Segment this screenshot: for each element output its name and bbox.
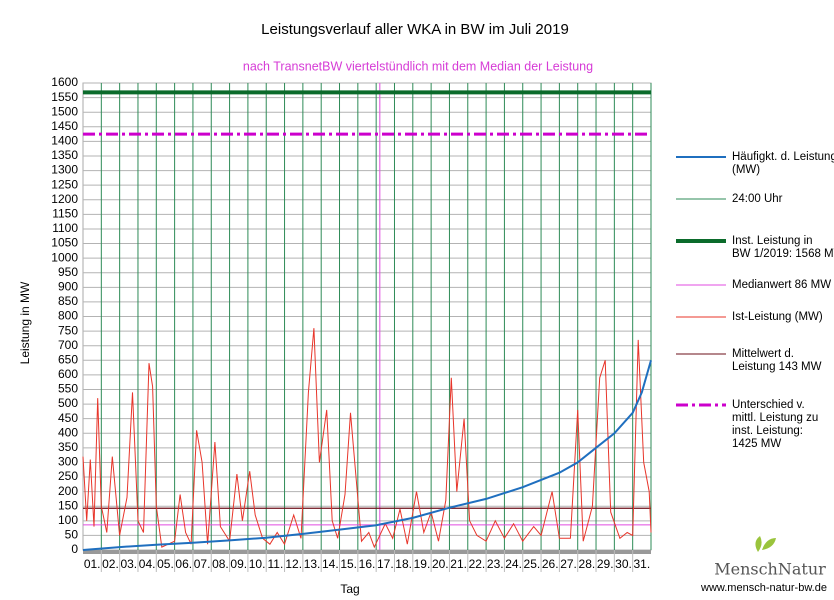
x-tick-label: 19. — [414, 557, 431, 571]
y-tick-label: 500 — [58, 396, 78, 410]
x-tick-label: 06. — [175, 557, 192, 571]
y-tick-label: 550 — [58, 382, 78, 396]
y-tick-label: 400 — [58, 425, 78, 439]
y-tick-label: 1200 — [51, 192, 78, 206]
x-tick-label: 08. — [212, 557, 229, 571]
legend-label: Mittelwert d. Leistung 143 MW — [732, 348, 822, 373]
x-tick-label: 18. — [395, 557, 412, 571]
data-line — [82, 328, 652, 549]
x-tick-label: 23. — [487, 557, 504, 571]
x-tick-label: 02. — [102, 557, 119, 571]
y-tick-label: 750 — [58, 323, 78, 337]
x-tick-label: 21. — [450, 557, 467, 571]
y-tick-label: 350 — [58, 440, 78, 454]
y-tick-label: 800 — [58, 309, 78, 323]
x-tick-label: 26. — [542, 557, 559, 571]
x-tick-label: 15. — [340, 557, 357, 571]
data-line — [82, 360, 652, 551]
x-tick-label: 20. — [432, 557, 449, 571]
y-tick-label: 300 — [58, 455, 78, 469]
x-tick-label: 13. — [304, 557, 321, 571]
x-tick-label: 30. — [615, 557, 632, 571]
x-tick-label: 10. — [249, 557, 266, 571]
x-tick-label: 04. — [139, 557, 156, 571]
x-axis-band — [83, 550, 651, 554]
y-tick-label: 1550 — [51, 90, 78, 104]
legend-label: 24:00 Uhr — [732, 193, 783, 205]
y-tick-label: 1000 — [51, 250, 78, 264]
x-tick-label: 09. — [230, 557, 247, 571]
y-tick-label: 1350 — [51, 148, 78, 162]
x-tick-label: 14. — [322, 557, 339, 571]
chart-title: Leistungsverlauf aller WKA in BW im Juli… — [261, 21, 569, 38]
y-tick-label: 600 — [58, 367, 78, 381]
y-tick-label: 150 — [58, 498, 78, 512]
x-tick-label: 28. — [579, 557, 596, 571]
logo-leaf — [755, 536, 776, 552]
y-tick-label: 900 — [58, 279, 78, 293]
y-tick-label: 1400 — [51, 134, 78, 148]
y-tick-label: 100 — [58, 513, 78, 527]
y-tick-label: 1600 — [51, 75, 78, 89]
x-tick-label: 29. — [597, 557, 614, 571]
y-tick-label: 1300 — [51, 163, 78, 177]
x-tick-label: 16. — [359, 557, 376, 571]
x-tick-label: 31. — [633, 557, 650, 571]
y-tick-label: 250 — [58, 469, 78, 483]
y-tick-label: 50 — [65, 528, 79, 542]
y-tick-label: 1250 — [51, 177, 78, 191]
x-tick-label: 03. — [120, 557, 137, 571]
x-tick-label: 01. — [84, 557, 101, 571]
x-tick-label: 05. — [157, 557, 174, 571]
y-tick-label: 200 — [58, 484, 78, 498]
x-tick-label: 27. — [560, 557, 577, 571]
x-tick-label: 24. — [505, 557, 522, 571]
legend-label: Inst. Leistung in BW 1/2019: 1568 MW — [732, 235, 834, 260]
x-tick-label: 11. — [267, 557, 283, 571]
legend-label: Unterschied v. mittl. Leistung zu inst. Le… — [732, 399, 818, 450]
x-axis-label: Tag — [340, 582, 359, 596]
chart-subtitle: nach TransnetBW viertelstündlich mit dem… — [243, 59, 593, 73]
y-tick-label: 1100 — [52, 221, 78, 235]
y-axis-label: Leistung in MW — [18, 281, 32, 364]
x-tick-label: 25. — [524, 557, 541, 571]
y-tick-label: 1050 — [51, 236, 78, 250]
x-tick-label: 17. — [377, 557, 394, 571]
legend-label: Häufigkt. d. Leistung (MW) — [732, 151, 834, 176]
y-tick-label: 700 — [58, 338, 78, 352]
x-tick-label: 22. — [469, 557, 486, 571]
x-tick-label: 07. — [194, 557, 211, 571]
y-tick-label: 1150 — [52, 207, 78, 221]
legend-label: Medianwert 86 MW — [732, 279, 831, 291]
y-tick-label: 950 — [58, 265, 78, 279]
website: www.mensch-natur-bw.de — [700, 582, 827, 594]
y-tick-label: 850 — [58, 294, 78, 308]
brand: MenschNatur — [714, 560, 826, 579]
x-tick-label: 12. — [285, 557, 302, 571]
legend-label: Ist-Leistung (MW) — [732, 311, 823, 323]
y-tick-label: 650 — [58, 352, 78, 366]
y-tick-label: 1450 — [51, 119, 78, 133]
y-tick-label: 450 — [58, 411, 78, 425]
y-tick-label: 1500 — [51, 104, 78, 118]
y-tick-label: 0 — [71, 542, 78, 556]
